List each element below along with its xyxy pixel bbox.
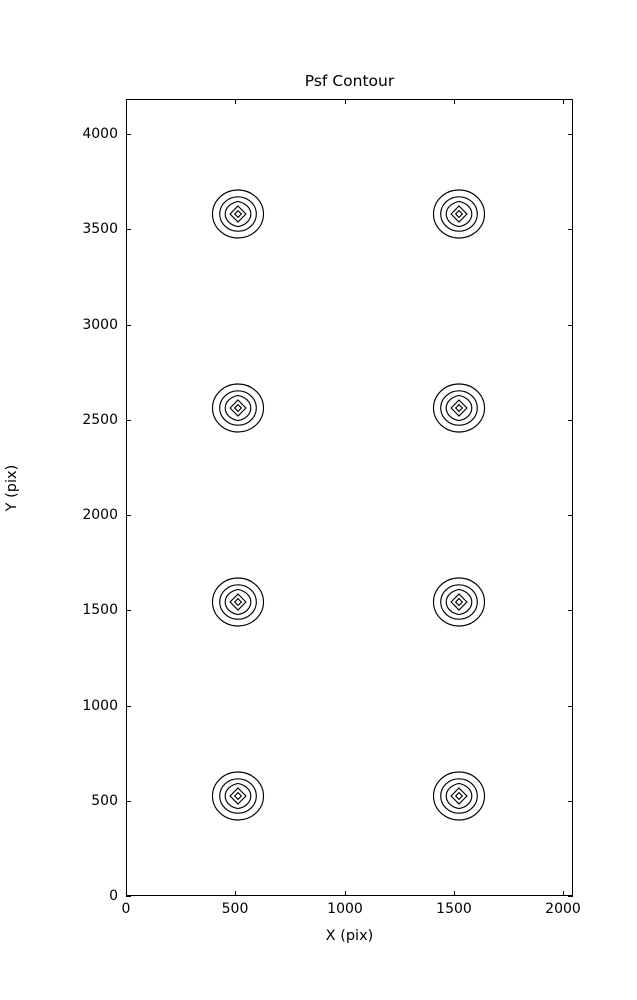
psf-source-7 [210, 186, 266, 242]
xtick-label-1000: 1000 [327, 901, 363, 917]
page-title: Psf Contour [304, 72, 395, 90]
ytick-mark-2500 [126, 420, 131, 421]
plot-area [126, 99, 573, 896]
xtick-mark-top-0 [126, 99, 127, 104]
xtick-mark-1000 [345, 891, 346, 896]
x-axis-tick-labels: 0 500 1000 1500 2000 [0, 902, 637, 922]
x-axis-label: X (pix) [325, 928, 374, 944]
ytick-mark-right-3500 [568, 229, 573, 230]
ytick-label-1000: 1000 [82, 698, 118, 714]
y-axis-tick-labels: 4000 3500 3000 2500 2000 1500 1000 500 0 [56, 0, 118, 1000]
xtick-mark-top-1000 [345, 99, 346, 104]
ytick-mark-4000 [126, 134, 131, 135]
psf-source-5 [210, 380, 266, 436]
psf-source-4 [431, 574, 487, 630]
psf-source-8 [431, 186, 487, 242]
ytick-mark-right-4000 [568, 134, 573, 135]
ytick-label-3000: 3000 [82, 317, 118, 333]
ytick-label-0: 0 [109, 888, 118, 904]
ytick-label-2500: 2500 [82, 412, 118, 428]
ytick-label-4000: 4000 [82, 126, 118, 142]
ytick-mark-1500 [126, 610, 131, 611]
ytick-mark-right-500 [568, 801, 573, 802]
ytick-mark-right-2000 [568, 515, 573, 516]
xtick-mark-500 [235, 891, 236, 896]
ytick-label-2000: 2000 [82, 507, 118, 523]
ytick-label-500: 500 [91, 793, 118, 809]
xtick-mark-top-500 [235, 99, 236, 104]
ytick-mark-500 [126, 801, 131, 802]
ytick-label-3500: 3500 [82, 221, 118, 237]
ytick-mark-right-1500 [568, 610, 573, 611]
psf-source-2 [431, 768, 487, 824]
xtick-label-2000: 2000 [545, 901, 581, 917]
ytick-mark-0 [126, 896, 131, 897]
ytick-mark-right-3000 [568, 325, 573, 326]
xtick-label-1500: 1500 [436, 901, 472, 917]
xtick-label-500: 500 [221, 901, 249, 917]
y-axis-label: Y (pix) [0, 0, 20, 1000]
ytick-label-1500: 1500 [82, 602, 118, 618]
psf-source-1 [210, 768, 266, 824]
y-axis-label-text: Y (pix) [4, 464, 20, 512]
ytick-mark-right-1000 [568, 706, 573, 707]
ytick-mark-right-0 [568, 896, 573, 897]
xtick-mark-2000 [563, 891, 564, 896]
ytick-mark-right-2500 [568, 420, 573, 421]
ytick-mark-2000 [126, 515, 131, 516]
xtick-label-0: 0 [121, 901, 131, 917]
xtick-mark-top-1500 [454, 99, 455, 104]
ytick-mark-1000 [126, 706, 131, 707]
ytick-mark-3000 [126, 325, 131, 326]
psf-source-3 [210, 574, 266, 630]
xtick-mark-1500 [454, 891, 455, 896]
psf-source-6 [431, 380, 487, 436]
xtick-mark-0 [126, 891, 127, 896]
ytick-mark-3500 [126, 229, 131, 230]
xtick-mark-top-2000 [563, 99, 564, 104]
